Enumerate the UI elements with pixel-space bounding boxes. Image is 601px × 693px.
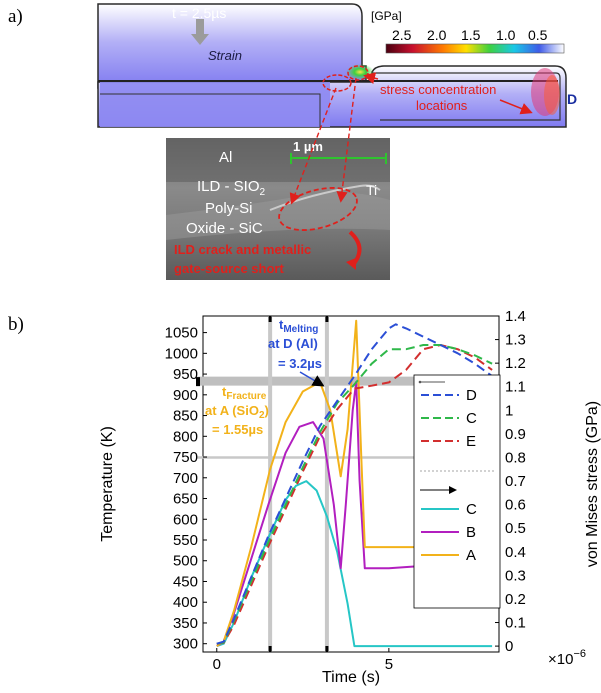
melting-annotation-line2: at D (Al): [268, 336, 318, 351]
y-tick-label: 600: [173, 511, 198, 528]
legend-label-b-stress: B: [466, 524, 476, 541]
sem-label-ti: Ti: [366, 182, 377, 198]
line-chart: 3003504004505005506006507007508008509009…: [99, 308, 601, 686]
legend-label-c-temperature: C: [466, 410, 477, 427]
fracture-annotation: tFracture: [222, 384, 267, 402]
colorbar-ticks: 2.5 2.0 1.5 1.0 0.5: [392, 27, 548, 43]
y2-tick-label: 0.7: [505, 473, 526, 490]
sem-label-al: Al: [219, 149, 232, 166]
series-line-b-stress: [216, 381, 493, 647]
upper-domain: [97, 3, 367, 89]
y-tick-label: 850: [173, 408, 198, 425]
point-d-label: D: [567, 91, 577, 107]
y2-tick-label: 0.6: [505, 497, 526, 514]
y2-tick-label: 1.3: [505, 332, 526, 349]
colorbar-tick: 1.5: [461, 27, 481, 43]
crack-label-1: ILD crack and metallic: [174, 242, 311, 257]
y2-tick-label: 1.1: [505, 379, 526, 396]
series-line-c-temperature: [216, 344, 493, 645]
colorbar-tick: 0.5: [528, 27, 548, 43]
fracture-annotation-line2: at A (SiO2): [205, 403, 269, 421]
x-exponent: ×10−6: [548, 648, 586, 668]
y2-tick-label: 1.4: [505, 308, 526, 325]
sem-label-oxide: Oxide - SiC: [186, 220, 263, 237]
y2-tick-label: 0: [505, 638, 513, 655]
y2-tick-label: 0.2: [505, 591, 526, 608]
time-label: t = 2.5µs: [172, 5, 226, 21]
sem-label-poly: Poly-Si: [205, 200, 253, 217]
melting-annotation-line3: = 3.2µs: [278, 356, 322, 371]
y-tick-label: 300: [173, 636, 198, 653]
y-tick-label: 500: [173, 553, 198, 570]
panel-b-label: b): [8, 314, 24, 335]
panel-a-label: a): [8, 6, 23, 27]
simulation-view: t = 2.5µs Strain stress concentration lo…: [97, 3, 577, 128]
melting-reference-marker: [196, 377, 200, 387]
fracture-annotation-line3: = 1.55µs: [212, 422, 263, 437]
y2-tick-label: 0.3: [505, 567, 526, 584]
y-tick-label: 650: [173, 491, 198, 508]
crack-label-2: gate-source short: [174, 261, 284, 276]
series-line-a-stress: [216, 319, 493, 647]
y-tick-label: 900: [173, 387, 198, 404]
sem-label-ild: ILD - SIO2: [197, 178, 266, 198]
y-tick-label: 400: [173, 594, 198, 611]
series-line-c-stress: [216, 480, 493, 648]
y-tick-label: 1000: [165, 345, 198, 362]
y2-tick-label: 0.9: [505, 426, 526, 443]
y-tick-label: 750: [173, 449, 198, 466]
legend-label-c-stress: C: [466, 501, 477, 518]
y-tick-label: 950: [173, 366, 198, 383]
stress-concentration-label: stress concentration: [380, 82, 496, 97]
y2-axis-ticks: 0 0.1 0.2 0.3 0.4 0.5 0.6 0.7 0.8 0.9 1 1.1 1.2 1.3 1.…: [495, 308, 526, 655]
y-tick-label: 350: [173, 615, 198, 632]
series-line-d-temperature: [216, 323, 493, 645]
strain-label: Strain: [208, 48, 242, 63]
y-tick-label: 450: [173, 573, 198, 590]
legend-label-a-stress: A: [466, 547, 476, 564]
y2-tick-label: 1.2: [505, 355, 526, 372]
y-tick-label: 1050: [165, 325, 198, 342]
y2-tick-label: 0.1: [505, 615, 526, 632]
melting-annotation: tMelting: [279, 317, 318, 335]
series-layer: [216, 319, 493, 648]
strain-arrow: [191, 19, 209, 45]
legend-box: [413, 374, 501, 609]
colorbar-tick: 1.0: [496, 27, 516, 43]
y2-tick-label: 0.4: [505, 544, 526, 561]
sem-scale-label: 1 µm: [293, 139, 323, 154]
y2-axis-label: von Mises stress (GPa): [584, 401, 601, 567]
x-tick-label: 0: [213, 656, 221, 673]
x-tick-label: 5: [385, 656, 393, 673]
colorbar-tick: 2.0: [427, 27, 447, 43]
colorbar-tick: 2.5: [392, 27, 412, 43]
colorbar: [385, 43, 565, 54]
y-tick-label: 700: [173, 470, 198, 487]
sem-image: Al 1 µm ILD - SIO2 Ti Poly-Si Oxide - Si…: [166, 138, 390, 280]
y2-tick-label: 0.8: [505, 449, 526, 466]
unit-label: [GPa]: [371, 9, 402, 23]
y-axis-ticks: 300 350 400 450 500 550 600 650 700 750 800 850 900 9…: [165, 325, 207, 653]
y-tick-label: 550: [173, 532, 198, 549]
legend-label-e-temperature: E: [466, 433, 476, 450]
y-axis-label: Temperature (K): [99, 426, 116, 542]
y2-tick-label: 0.5: [505, 520, 526, 537]
y-tick-label: 800: [173, 428, 198, 445]
stress-concentration-label-2: locations: [416, 98, 468, 113]
x-axis-label: Time (s): [322, 669, 380, 686]
y2-tick-label: 1: [505, 402, 513, 419]
legend-label-d-temperature: D: [466, 387, 477, 404]
